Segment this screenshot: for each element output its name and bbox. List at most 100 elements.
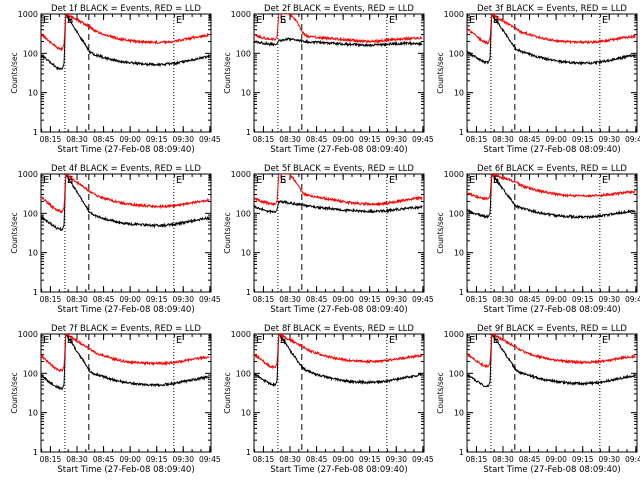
- panel-title: Det 2f BLACK = Events, RED = LLD: [264, 4, 414, 14]
- y-tick-label: 1: [246, 448, 251, 457]
- y-tick-label: 1000: [18, 10, 38, 19]
- lld-series-line: [41, 14, 210, 52]
- x-axis-label: Start Time (27-Feb-08 08:09:40): [483, 305, 620, 315]
- plot-frame: [466, 173, 638, 293]
- x-axis-label: Start Time (27-Feb-08 08:09:40): [270, 145, 407, 155]
- x-axis-label: Start Time (27-Feb-08 08:09:40): [57, 465, 194, 475]
- x-tick-label: 09:45: [199, 295, 221, 304]
- y-tick-label: 100: [236, 209, 251, 218]
- y-tick-label: 1000: [444, 10, 464, 19]
- eclipse-marker-label: E: [469, 15, 475, 26]
- y-tick-label: 10: [454, 89, 464, 98]
- x-tick-label: 08:30: [492, 135, 514, 144]
- detector-panel-2: Det 2f BLACK = Events, RED = LLD 1 10 100 10…: [223, 4, 434, 155]
- x-tick-label: 08:30: [492, 295, 514, 304]
- saa-marker-label: S: [280, 15, 286, 26]
- x-tick-label: 09:45: [625, 455, 640, 464]
- panel-title: Det 6f BLACK = Events, RED = LLD: [477, 164, 627, 174]
- x-tick-label: 08:45: [306, 455, 328, 464]
- x-axis-label: Start Time (27-Feb-08 08:09:40): [483, 145, 620, 155]
- x-tick-label: 09:00: [119, 295, 141, 304]
- y-tick-label: 1000: [18, 330, 38, 339]
- y-tick-label: 1000: [231, 170, 251, 179]
- series-group: [467, 334, 636, 388]
- x-tick-label: 09:45: [199, 135, 221, 144]
- x-tick-label: 09:30: [598, 295, 620, 304]
- series-group: [41, 334, 210, 391]
- panel-title: Det 9f BLACK = Events, RED = LLD: [477, 324, 627, 334]
- x-tick-label: 09:15: [572, 295, 594, 304]
- x-tick-label: 08:15: [466, 135, 488, 144]
- eclipse-marker-label: E: [602, 175, 608, 186]
- plot-frame: [253, 13, 425, 133]
- y-tick-label: 1: [33, 128, 38, 137]
- x-tick-label: 09:45: [625, 135, 640, 144]
- x-tick-label: 08:30: [66, 295, 88, 304]
- panel-title: Det 3f BLACK = Events, RED = LLD: [477, 4, 627, 14]
- y-axis-label: Counts/sec: [223, 52, 232, 93]
- events-series-line: [41, 174, 210, 231]
- y-tick-label: 1: [33, 288, 38, 297]
- eclipse-marker-label: E: [469, 335, 475, 346]
- x-tick-label: 09:15: [146, 455, 168, 464]
- lld-series-line: [467, 174, 636, 201]
- y-tick-label: 10: [454, 249, 464, 258]
- y-tick-label: 100: [23, 369, 38, 378]
- x-tick-label: 09:30: [385, 135, 407, 144]
- x-tick-label: 08:15: [40, 295, 62, 304]
- plot-frame: [466, 333, 638, 453]
- panel-title: Det 4f BLACK = Events, RED = LLD: [51, 164, 201, 174]
- detector-panel-6: Det 6f BLACK = Events, RED = LLD 1 10 100 10…: [436, 164, 640, 315]
- y-tick-label: 1: [459, 448, 464, 457]
- y-tick-label: 10: [28, 409, 38, 418]
- x-tick-label: 08:15: [466, 295, 488, 304]
- y-tick-label: 100: [236, 49, 251, 58]
- x-tick-label: 09:15: [359, 295, 381, 304]
- y-tick-label: 100: [449, 209, 464, 218]
- eclipse-marker-label: E: [176, 335, 182, 346]
- events-series-line: [41, 334, 210, 391]
- x-tick-label: 09:00: [545, 455, 567, 464]
- x-tick-label: 09:00: [332, 455, 354, 464]
- y-tick-label: 1000: [444, 170, 464, 179]
- events-series-line: [254, 37, 423, 48]
- saa-marker-label: S: [280, 175, 286, 186]
- y-tick-label: 100: [449, 369, 464, 378]
- eclipse-marker-label: E: [389, 335, 395, 346]
- x-tick-label: 09:00: [119, 135, 141, 144]
- x-axis-label: Start Time (27-Feb-08 08:09:40): [483, 465, 620, 475]
- events-series-line: [41, 14, 210, 71]
- x-tick-label: 08:15: [40, 455, 62, 464]
- y-axis-label: Counts/sec: [436, 212, 445, 253]
- y-axis-label: Counts/sec: [223, 212, 232, 253]
- detector-panel-7: Det 7f BLACK = Events, RED = LLD 1 10 100 10…: [10, 324, 221, 475]
- eclipse-marker-label: E: [256, 335, 262, 346]
- x-tick-label: 08:45: [306, 295, 328, 304]
- eclipse-marker-label: E: [43, 335, 49, 346]
- x-tick-label: 08:30: [66, 455, 88, 464]
- x-tick-label: 09:30: [172, 455, 194, 464]
- series-group: [254, 174, 423, 215]
- x-tick-label: 08:30: [492, 455, 514, 464]
- x-tick-label: 09:15: [572, 135, 594, 144]
- eclipse-marker-label: E: [256, 175, 262, 186]
- eclipse-marker-label: E: [176, 175, 182, 186]
- x-tick-label: 09:00: [332, 135, 354, 144]
- x-tick-label: 09:30: [385, 295, 407, 304]
- panel-title: Det 7f BLACK = Events, RED = LLD: [51, 324, 201, 334]
- eclipse-marker-label: E: [176, 15, 182, 26]
- eclipse-marker-label: E: [43, 175, 49, 186]
- x-axis-label: Start Time (27-Feb-08 08:09:40): [270, 465, 407, 475]
- x-tick-label: 09:15: [572, 455, 594, 464]
- series-group: [41, 14, 210, 71]
- series-group: [467, 174, 636, 220]
- x-tick-label: 08:30: [279, 295, 301, 304]
- y-tick-label: 1000: [231, 10, 251, 19]
- lld-series-line: [254, 174, 423, 207]
- x-tick-label: 09:45: [412, 295, 434, 304]
- y-tick-label: 1000: [18, 170, 38, 179]
- x-tick-label: 09:45: [625, 295, 640, 304]
- events-series-line: [254, 334, 423, 388]
- eclipse-marker-label: E: [43, 15, 49, 26]
- eclipse-marker-label: E: [389, 15, 395, 26]
